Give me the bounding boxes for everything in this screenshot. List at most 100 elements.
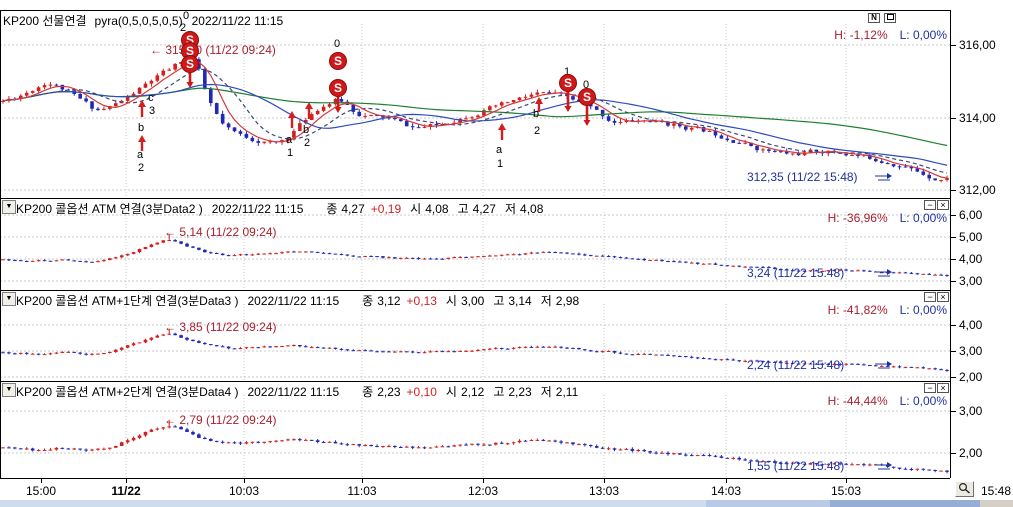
- quote-fields: 종 3,12 +0,13 시 3,00 고 3,14 저 2,98: [353, 294, 579, 308]
- high-low-readout: H: -36,96% L: 0,00%: [828, 211, 947, 225]
- session-high-annotation: ← 3,85 (11/22 09:24): [164, 320, 277, 334]
- wave-count-label: a: [137, 149, 144, 161]
- candles: [1, 328, 949, 372]
- wave-count-label: 2: [138, 162, 144, 174]
- sell-signal-icon: [181, 55, 199, 73]
- ma-line-60: [2, 87, 948, 147]
- quote-label: 시: [410, 202, 422, 216]
- quote-value: 2,11: [555, 385, 579, 399]
- quote-label: 종: [362, 294, 374, 308]
- price-tick: [950, 411, 956, 412]
- wave-count-label: 3: [149, 105, 155, 117]
- time-tick: [483, 479, 484, 483]
- instrument-name: KP200 콜옵션 ATM+2단계 연결: [16, 385, 178, 399]
- quote-label: 시: [445, 294, 457, 308]
- price-tick: [950, 351, 956, 352]
- panel-divider: [0, 381, 950, 382]
- pct-from-high: H: -36,96%: [827, 211, 888, 225]
- close-button[interactable]: ×: [937, 292, 949, 302]
- pct-from-high: H: -44,44%: [827, 394, 888, 408]
- scrollbar-track: [706, 500, 830, 507]
- pct-from-high: H: -1,12%: [834, 28, 888, 42]
- y-axis-label: 4,00: [959, 318, 983, 332]
- quote-value: 3,14: [508, 294, 532, 308]
- quote-fields: 종 2,23 +0,10 시 2,12 고 2,23 저 2,11: [353, 385, 578, 399]
- panel-divider: [0, 290, 950, 291]
- quote-label: 저: [540, 385, 552, 399]
- x-axis-label: 11:03: [347, 484, 377, 498]
- time-tick: [362, 479, 363, 483]
- call-atm-candlestick-chart[interactable]: ← 5,14 (11/22 09:24) 3,24 (11/22 15:48): [0, 198, 950, 290]
- last-price-annotation: 312,35 (11/22 15:48): [747, 170, 858, 184]
- quote-value: 2,23: [377, 385, 401, 399]
- quote-label: 저: [504, 202, 517, 216]
- quote-label: 종: [362, 385, 374, 399]
- futures-candlestick-chart[interactable]: ← 315,90 (11/22 09:24) 312,35 (11/22 15:4…: [0, 10, 950, 198]
- signal-count-label: 0: [334, 38, 340, 50]
- call-atm2-candlestick-chart[interactable]: ← 2,79 (11/22 09:24) 1,55 (11/22 15:48): [0, 381, 950, 478]
- high-low-readout: H: -41,82% L: 0,00%: [828, 303, 947, 317]
- instrument-name: KP200 콜옵션 ATM+1단계 연결: [16, 294, 178, 308]
- x-axis-label: 12:03: [467, 484, 499, 498]
- y-axis-label: 3,00: [959, 404, 983, 418]
- instrument-name: KP200 콜옵션 ATM 연결: [16, 202, 142, 216]
- wave-count-label: 2: [304, 137, 310, 149]
- high-low-readout: H: -44,44% L: 0,00%: [828, 394, 947, 408]
- svg-text:S: S: [186, 44, 194, 58]
- chart-datetime: 2022/11/22 11:15: [247, 294, 340, 308]
- time-tick: [41, 479, 42, 483]
- quote-label: 고: [457, 202, 469, 216]
- magnifier-icon[interactable]: [955, 481, 974, 497]
- current-time-label: 15:48: [981, 484, 1012, 498]
- quote-label: 고: [493, 294, 505, 308]
- data-source: (3분Data4 ): [177, 385, 239, 399]
- scrollbar-thumb[interactable]: [830, 500, 980, 507]
- price-axis: 316,00 314,00 312,00 6,00 5,00 4,00 3,00 4,00 3,…: [950, 0, 1013, 507]
- horizontal-scrollbar[interactable]: [0, 500, 1013, 507]
- y-axis-label: 2,00: [959, 370, 983, 384]
- n-mode-button[interactable]: N: [868, 13, 880, 23]
- wave-count-label: 1: [287, 147, 293, 159]
- close-button[interactable]: ×: [937, 383, 949, 393]
- minimize-button[interactable]: −: [924, 383, 936, 393]
- scrollbar-track: [0, 500, 706, 507]
- dropdown-icon[interactable]: ▼: [2, 200, 16, 214]
- indicator-params: pyra(0,5,0,5,0,5): [94, 14, 183, 28]
- price-tick: [950, 453, 956, 454]
- minimize-button[interactable]: −: [924, 200, 936, 210]
- ma-line-20: [2, 83, 948, 166]
- session-high-annotation: ← 5,14 (11/22 09:24): [164, 225, 277, 239]
- quote-value: 3,00: [460, 294, 485, 308]
- dropdown-icon[interactable]: ▼: [2, 383, 16, 397]
- data-source: (3분Data3 ): [177, 294, 239, 308]
- session-high-annotation: ← 2,79 (11/22 09:24): [164, 413, 277, 427]
- dropdown-icon[interactable]: ▼: [2, 292, 16, 306]
- panel-header: KP200 콜옵션 ATM+1단계 연결(3분Data3 ) 2022/11/22…: [16, 292, 579, 309]
- pct-from-low: L: 0,00%: [899, 303, 947, 317]
- quote-label: 저: [540, 294, 552, 308]
- gridlines: [0, 304, 950, 380]
- price-tick: [950, 215, 956, 216]
- time-axis: 15:48 15:00 11/22 10:03 11:03 12:03 13:03 14:0…: [0, 478, 1013, 500]
- quote-value: 4,27: [472, 202, 496, 216]
- last-price-annotation: 3,24 (11/22 15:48): [747, 266, 844, 280]
- last-price-arrow-icon: [875, 269, 892, 277]
- sell-signal-icon: [329, 79, 347, 97]
- wave-count-label: a: [496, 144, 503, 156]
- wave-count-label: 2: [180, 22, 186, 34]
- x-axis-label: 13:03: [588, 484, 620, 498]
- wave-count-label: a: [286, 134, 293, 146]
- quote-label: 고: [493, 385, 505, 399]
- close-button[interactable]: ×: [937, 200, 949, 210]
- call-atm1-candlestick-chart[interactable]: ← 3,85 (11/22 09:24) 2,24 (11/22 15:48): [0, 290, 950, 381]
- minimize-button[interactable]: −: [924, 292, 936, 302]
- time-tick: [244, 479, 245, 483]
- svg-text:S: S: [334, 81, 342, 95]
- wave-count-label: 2: [534, 125, 540, 137]
- svg-text:S: S: [186, 33, 194, 47]
- window-mode-button[interactable]: [884, 13, 896, 23]
- time-axis-line: [0, 478, 950, 479]
- y-axis-label: 5,00: [959, 230, 983, 244]
- quote-value: 2,12: [460, 385, 485, 399]
